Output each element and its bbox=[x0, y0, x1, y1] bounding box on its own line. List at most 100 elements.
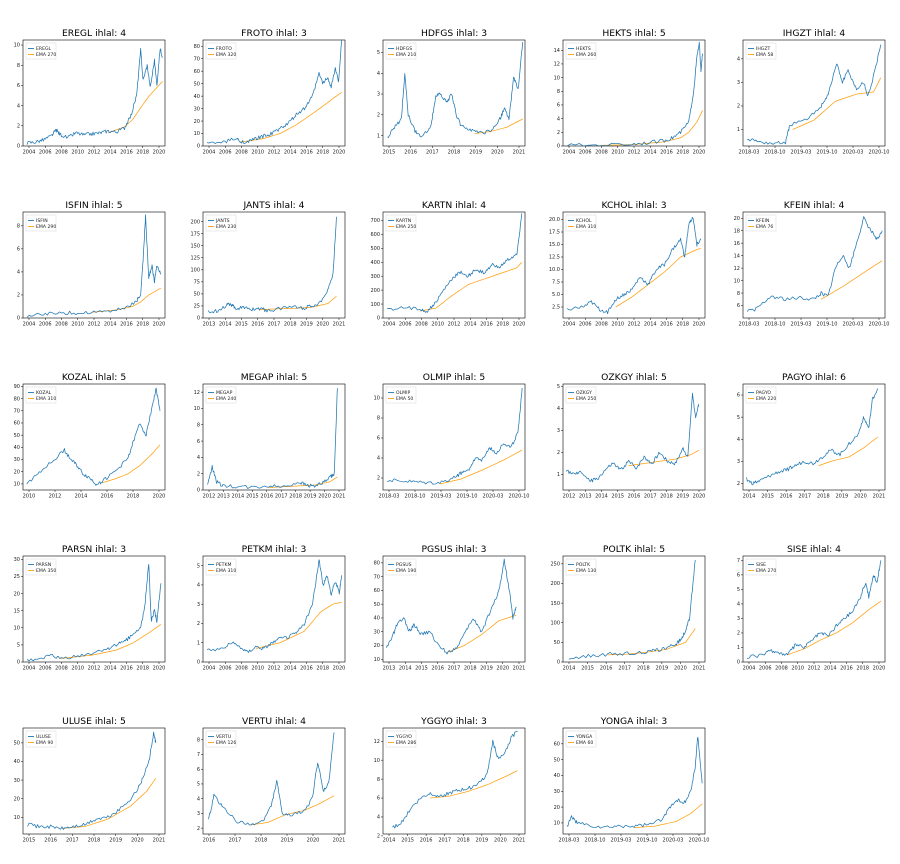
x-tick-label: 2018 bbox=[457, 838, 470, 844]
legend-label: HEKTS bbox=[576, 46, 591, 52]
x-tick-label: 2016 bbox=[600, 666, 613, 672]
y-tick-label: 600 bbox=[370, 232, 380, 238]
y-tick-label: 8 bbox=[377, 777, 380, 783]
x-tick-label: 2014 bbox=[644, 150, 657, 156]
x-tick-label: 2004 bbox=[23, 150, 36, 156]
y-tick-label: 10 bbox=[374, 396, 380, 402]
legend-label: PARSN bbox=[36, 562, 51, 568]
x-tick-label: 2014 bbox=[219, 322, 232, 328]
y-tick-label: 20 bbox=[14, 591, 20, 597]
x-tick-label: 2014 bbox=[399, 666, 412, 672]
x-tick-label: 2020-03 bbox=[843, 322, 864, 328]
chart-panel: VERTU ihlal: 4 2 3 4 5 6 7 8 2016 2017 2018 2019 202… bbox=[180, 688, 360, 860]
y-tick-label: 4 bbox=[197, 455, 200, 461]
x-tick-label: 2008 bbox=[775, 666, 788, 672]
price-line bbox=[26, 48, 163, 145]
x-tick-label: 2019 bbox=[676, 494, 689, 500]
x-tick-label: 2021 bbox=[153, 838, 166, 844]
x-tick-label: 2016 bbox=[203, 838, 216, 844]
y-tick-label: 200 bbox=[550, 581, 560, 587]
y-tick-label: 3 bbox=[197, 811, 200, 817]
y-tick-label: 6 bbox=[197, 439, 200, 445]
legend-label: EMA 270 bbox=[756, 568, 776, 574]
y-tick-label: 40 bbox=[194, 94, 200, 100]
x-tick-label: 2020 bbox=[307, 838, 320, 844]
y-tick-label: 80 bbox=[194, 44, 200, 50]
y-tick-label: 5 bbox=[737, 587, 740, 593]
ema-line bbox=[446, 614, 517, 653]
x-tick-label: 2018 bbox=[676, 150, 689, 156]
x-tick-label: 2010 bbox=[23, 494, 36, 500]
x-tick-label: 2021 bbox=[333, 838, 346, 844]
x-tick-label: 2014 bbox=[75, 494, 88, 500]
y-tick-label: 0 bbox=[17, 316, 20, 322]
y-tick-label: 50 bbox=[14, 433, 20, 439]
plot-frame bbox=[382, 727, 526, 835]
x-tick-label: 2020-10 bbox=[689, 838, 710, 844]
x-tick-label: 2018 bbox=[289, 494, 302, 500]
legend-label: ISFIN bbox=[36, 218, 48, 224]
y-tick-label: 70 bbox=[194, 56, 200, 62]
x-tick-label: 2008 bbox=[235, 666, 248, 672]
legend-box bbox=[25, 386, 57, 404]
legend-label: EMA 76 bbox=[756, 224, 773, 230]
legend-label: EMA 130 bbox=[576, 568, 596, 574]
chart-svg: YONGA ihlal: 3 10 20 30 40 50 60 2018-03 2018-10… bbox=[554, 716, 710, 844]
x-tick-label: 2012 bbox=[268, 666, 281, 672]
y-tick-label: 20 bbox=[194, 119, 200, 125]
chart-title: KARTN ihlal: 4 bbox=[422, 200, 486, 211]
chart-svg: KOZAL ihlal: 5 10 20 30 40 50 60 70 80 90 2010 2012… bbox=[14, 372, 166, 500]
ema-line bbox=[91, 287, 162, 313]
y-tick-label: 40 bbox=[374, 616, 380, 622]
price-line bbox=[566, 217, 702, 315]
x-tick-label: 2021 bbox=[513, 150, 526, 156]
y-tick-label: 75 bbox=[194, 280, 200, 286]
y-tick-label: 50 bbox=[374, 602, 380, 608]
price-line bbox=[387, 42, 524, 138]
price-line bbox=[565, 392, 700, 483]
x-tick-label: 2012 bbox=[563, 494, 576, 500]
chart-title: HDFGS ihlal: 3 bbox=[421, 28, 487, 39]
legend-box bbox=[25, 730, 57, 748]
legend-box bbox=[745, 558, 777, 576]
x-tick-label: 2004 bbox=[23, 322, 36, 328]
x-tick-label: 2020-03 bbox=[663, 838, 684, 844]
x-tick-label: 2015 bbox=[246, 494, 259, 500]
y-tick-label: 4 bbox=[377, 456, 380, 462]
x-tick-label: 2018 bbox=[676, 322, 689, 328]
legend-label: EMA 320 bbox=[216, 52, 236, 58]
y-tick-label: 100 bbox=[190, 268, 200, 274]
y-tick-label: 4 bbox=[17, 103, 20, 109]
x-tick-label: 2019 bbox=[655, 666, 668, 672]
y-tick-label: 2 bbox=[377, 476, 380, 482]
x-tick-label: 2010 bbox=[611, 322, 624, 328]
chart-svg: JANTS ihlal: 4 0 25 50 75 100 125 150 175 200 2013… bbox=[190, 200, 345, 328]
y-tick-label: 50 bbox=[14, 741, 20, 747]
x-tick-label: 2012 bbox=[808, 666, 821, 672]
x-tick-label: 2016 bbox=[260, 494, 273, 500]
chart-panel: YGGYO ihlal: 3 2 4 6 8 10 12 2014 2015 2016 2017 20… bbox=[360, 688, 540, 860]
chart-svg: POLTK ihlal: 5 0 50 100 150 200 250 2014 2015 201… bbox=[550, 544, 705, 672]
plot-frame bbox=[202, 727, 346, 835]
legend-label: EMA 286 bbox=[396, 740, 416, 746]
ema-line bbox=[255, 601, 342, 649]
x-tick-label: 2016 bbox=[840, 666, 853, 672]
y-tick-label: 5 bbox=[197, 563, 200, 569]
y-tick-label: 10 bbox=[14, 815, 20, 821]
chart-svg: IHGZT ihlal: 4 1 2 3 4 2018-03 2018-10 2019-03 2… bbox=[737, 28, 890, 156]
ema-line bbox=[239, 92, 342, 143]
chart-title: PETKM ihlal: 3 bbox=[242, 544, 307, 555]
y-tick-label: 300 bbox=[370, 274, 380, 280]
chart-title: YONGA ihlal: 3 bbox=[600, 716, 668, 727]
price-line bbox=[566, 736, 703, 829]
ema-line bbox=[59, 624, 162, 659]
x-tick-label: 2010 bbox=[251, 150, 264, 156]
y-tick-label: 700 bbox=[370, 218, 380, 224]
chart-svg: PETKM ihlal: 3 0 1 2 3 4 5 2004 2006 2008 2010 2012… bbox=[197, 544, 346, 672]
y-tick-label: 8 bbox=[197, 737, 200, 743]
x-tick-label: 2012 bbox=[88, 322, 101, 328]
